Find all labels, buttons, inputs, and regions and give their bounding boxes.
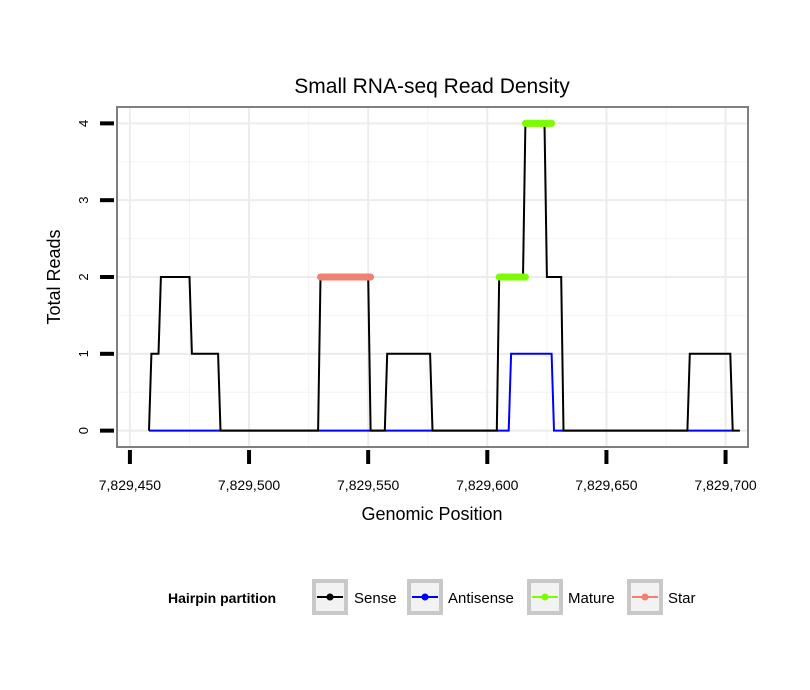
x-tick-label: 7,829,450 xyxy=(99,477,161,493)
legend: Hairpin partition Sense Antisense Mature St… xyxy=(168,579,696,615)
axes: 7,829,450 7,829,500 7,829,550 7,829,600 7,82… xyxy=(76,120,757,493)
x-tick-label: 7,829,500 xyxy=(218,477,280,493)
legend-label-sense: Sense xyxy=(354,590,397,607)
x-tick-label: 7,829,600 xyxy=(456,477,518,493)
series-layer xyxy=(148,119,740,432)
x-tick-label: 7,829,650 xyxy=(575,477,637,493)
y-tick-label: 0 xyxy=(76,427,91,434)
y-tick-label: 3 xyxy=(76,197,91,204)
series-line-sense xyxy=(148,122,740,432)
legend-title: Hairpin partition xyxy=(168,590,276,606)
grid xyxy=(118,108,747,446)
x-tick-label: 7,829,700 xyxy=(694,477,756,493)
y-axis-title: Total Reads xyxy=(44,229,64,324)
legend-key-point xyxy=(541,593,549,601)
x-tick-label: 7,829,550 xyxy=(337,477,399,493)
legend-key-point xyxy=(421,593,429,601)
legend-label-star: Star xyxy=(668,590,696,607)
x-axis-title: Genomic Position xyxy=(361,504,502,524)
legend-key-point xyxy=(641,593,649,601)
chart-title: Small RNA-seq Read Density xyxy=(294,75,570,98)
legend-label-mature: Mature xyxy=(568,590,615,607)
y-tick-label: 2 xyxy=(76,273,91,280)
legend-label-antisense: Antisense xyxy=(448,590,514,607)
plot-panel-border xyxy=(116,106,749,448)
legend-key-point xyxy=(326,593,334,601)
y-tick-label: 1 xyxy=(76,350,91,357)
y-tick-label: 4 xyxy=(76,120,91,127)
